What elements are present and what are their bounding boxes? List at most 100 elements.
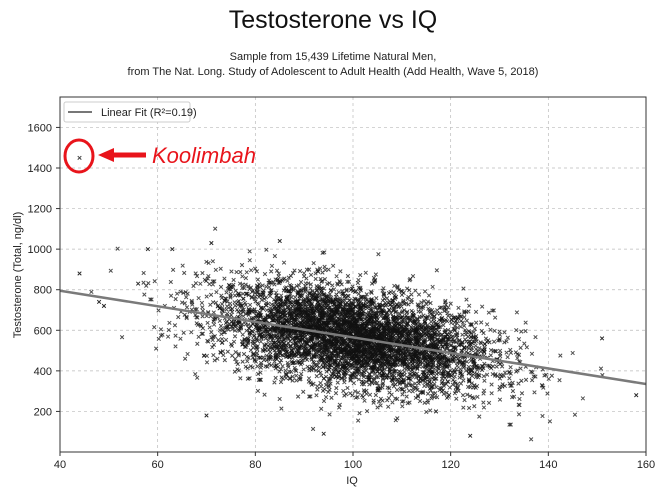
data-point — [293, 335, 299, 341]
data-point — [464, 359, 470, 364]
data-point — [375, 388, 381, 393]
data-point — [488, 353, 493, 358]
data-point — [327, 291, 333, 297]
data-point — [342, 393, 347, 398]
data-point — [304, 276, 309, 281]
data-point — [189, 298, 194, 304]
data-point — [327, 387, 332, 393]
data-point — [546, 376, 551, 382]
data-point — [472, 326, 477, 331]
data-point — [445, 379, 450, 384]
data-point — [515, 355, 520, 361]
data-point — [287, 294, 292, 299]
data-point — [321, 291, 327, 297]
data-point — [316, 316, 322, 322]
data-point — [447, 385, 452, 390]
data-point — [314, 393, 319, 398]
data-point — [454, 321, 460, 326]
data-point — [444, 381, 449, 387]
data-point — [276, 343, 282, 348]
data-point — [312, 362, 318, 368]
data-point — [352, 359, 357, 365]
data-point — [533, 334, 538, 340]
data-point — [283, 318, 288, 323]
data-point — [427, 379, 432, 385]
data-point — [271, 297, 277, 302]
data-point — [319, 354, 325, 360]
data-point — [255, 325, 260, 331]
data-point — [392, 293, 397, 298]
data-point — [228, 295, 233, 300]
data-point — [465, 384, 471, 390]
data-point — [208, 302, 213, 307]
data-point — [238, 269, 243, 275]
data-point — [334, 274, 339, 279]
data-point — [379, 335, 384, 340]
data-point — [510, 388, 516, 394]
data-point — [240, 359, 245, 364]
data-point — [331, 316, 337, 321]
data-point — [311, 346, 317, 352]
data-point — [329, 320, 335, 325]
data-point — [285, 334, 290, 340]
data-point — [342, 360, 347, 366]
data-point — [245, 365, 250, 371]
data-point — [247, 302, 253, 308]
data-point — [285, 362, 291, 368]
data-point — [168, 293, 174, 298]
data-point — [459, 314, 464, 319]
data-point — [158, 327, 164, 332]
data-point — [444, 332, 450, 337]
data-point — [376, 399, 382, 404]
data-point — [428, 311, 433, 317]
data-point — [473, 335, 478, 340]
data-point — [199, 300, 205, 306]
data-point — [199, 324, 204, 329]
data-point — [402, 352, 408, 357]
data-point — [408, 377, 413, 382]
data-point — [334, 351, 339, 356]
data-point — [313, 276, 318, 282]
data-point — [346, 309, 352, 314]
data-point — [359, 360, 364, 365]
data-point — [338, 348, 344, 353]
data-point — [369, 330, 374, 335]
data-point — [252, 357, 257, 362]
data-point — [341, 306, 346, 311]
data-point — [183, 290, 188, 295]
data-point — [279, 406, 284, 411]
data-point — [326, 312, 331, 318]
data-point — [259, 333, 265, 339]
data-point — [316, 309, 321, 314]
data-point — [518, 345, 523, 350]
data-point — [307, 394, 312, 399]
data-point — [223, 296, 228, 301]
data-point — [477, 373, 482, 378]
data-point — [361, 379, 366, 385]
data-point — [407, 328, 412, 333]
data-point — [493, 372, 498, 377]
data-point — [299, 371, 304, 377]
data-point — [267, 341, 272, 347]
data-point — [291, 320, 296, 326]
data-point — [316, 302, 321, 308]
data-point — [598, 366, 604, 371]
data-point — [196, 334, 201, 340]
data-point — [445, 346, 450, 351]
data-point — [316, 360, 321, 365]
data-point — [402, 301, 407, 307]
data-point — [420, 389, 426, 394]
data-point — [355, 317, 360, 322]
data-point — [454, 396, 459, 401]
data-point — [141, 270, 146, 276]
data-point — [649, 405, 653, 409]
data-point — [243, 344, 249, 349]
data-point — [380, 288, 385, 293]
data-point — [348, 391, 353, 396]
data-point — [296, 348, 301, 353]
data-point — [221, 352, 226, 358]
data-point — [305, 310, 310, 315]
data-point — [439, 305, 444, 310]
data-point — [386, 307, 392, 313]
data-point — [379, 322, 384, 328]
